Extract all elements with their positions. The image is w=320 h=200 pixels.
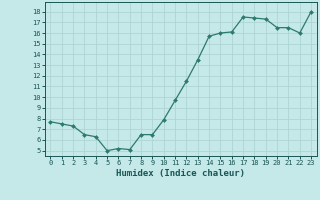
X-axis label: Humidex (Indice chaleur): Humidex (Indice chaleur)	[116, 169, 245, 178]
